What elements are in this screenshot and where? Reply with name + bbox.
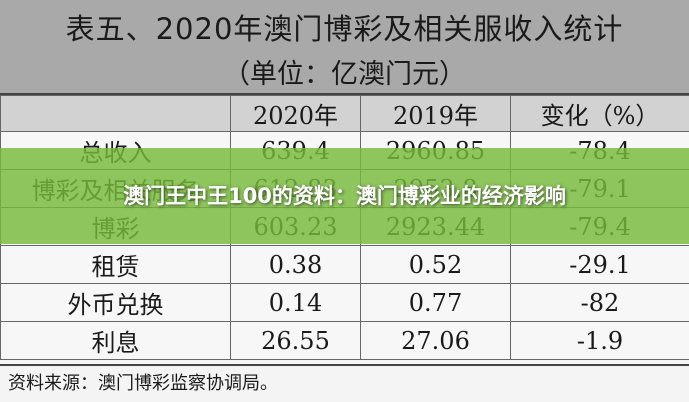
- row-label: 外币兑换: [1, 284, 231, 322]
- cell: 0.14: [231, 284, 361, 322]
- column-header: [1, 96, 231, 132]
- banner-text: 澳门王中王100的资料：澳门博彩业的经济影响: [45, 181, 645, 211]
- cell: -82: [511, 284, 689, 322]
- cell: -29.1: [511, 246, 689, 284]
- cell: 27.06: [361, 322, 511, 360]
- title: 表五、2020年澳门博彩及相关服收入统计: [0, 6, 689, 48]
- column-header: 2019年: [361, 96, 511, 132]
- overlay-banner: 澳门王中王100的资料：澳门博彩业的经济影响: [0, 148, 689, 244]
- column-header: 变化（%）: [511, 96, 689, 132]
- source-note: 资料来源：澳门博彩监察协调局。: [0, 364, 689, 400]
- cell: -1.9: [511, 322, 689, 360]
- cell: 0.38: [231, 246, 361, 284]
- header: 表五、2020年澳门博彩及相关服收入统计 （单位：亿澳门元）: [0, 0, 689, 95]
- row-label: 利息: [1, 322, 231, 360]
- cell: 26.55: [231, 322, 361, 360]
- cell: 0.52: [361, 246, 511, 284]
- subtitle: （单位：亿澳门元）: [0, 52, 689, 91]
- cell: 0.77: [361, 284, 511, 322]
- column-header: 2020年: [231, 96, 361, 132]
- row-label: 租赁: [1, 246, 231, 284]
